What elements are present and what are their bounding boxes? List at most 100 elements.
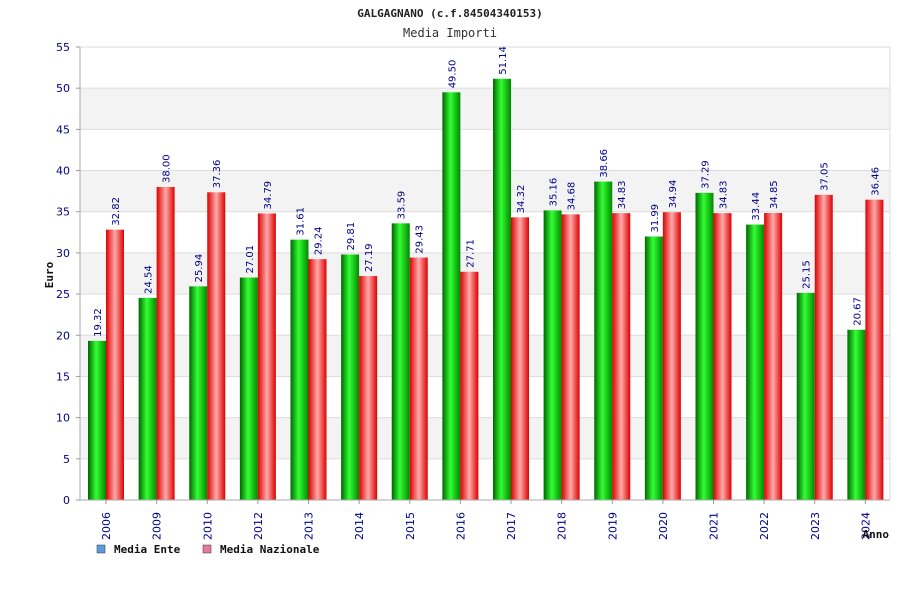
y-tick-label: 15: [56, 370, 70, 383]
bar-value-label: 34.79: [263, 181, 274, 210]
bar-value-label: 37.05: [820, 162, 831, 191]
bar-media-nazionale: [865, 199, 884, 500]
bar-value-label: 34.83: [617, 180, 628, 209]
legend-swatch-media-ente: [96, 544, 106, 554]
bar-value-label: 29.81: [346, 222, 357, 251]
bar-value-label: 34.83: [719, 180, 730, 209]
y-tick-label: 30: [56, 247, 70, 260]
bar-media-nazionale: [207, 192, 226, 500]
bar-media-nazionale: [308, 259, 327, 500]
bar-value-label: 38.00: [162, 154, 173, 183]
bar-value-label: 35.16: [549, 178, 560, 207]
bar-media-ente: [391, 223, 410, 500]
x-tick-label: 2015: [404, 512, 417, 540]
bar-value-label: 29.24: [314, 227, 325, 256]
value-labels: 19.32 32.82 24.54 38.00 25.94 37.36 27.01 34.79…: [93, 46, 881, 337]
bar-media-nazionale: [764, 212, 783, 501]
bar-media-ente: [239, 277, 258, 500]
bar-value-label: 34.85: [769, 180, 780, 209]
bar-value-label: 31.99: [650, 204, 661, 233]
bar-value-label: 49.50: [447, 60, 458, 89]
x-tick-label: 2009: [151, 512, 164, 540]
x-axis-label: Anno: [863, 528, 890, 541]
bar-value-label: 25.15: [802, 260, 813, 289]
bar-value-label: 32.82: [111, 197, 122, 226]
bar-media-nazionale: [814, 194, 833, 501]
y-tick-label: 35: [56, 206, 70, 219]
bar-media-nazionale: [460, 271, 479, 500]
x-tick-label: 2010: [201, 512, 214, 540]
bar-value-label: 33.59: [397, 191, 408, 220]
bar-value-label: 51.14: [498, 46, 509, 75]
bar-value-label: 20.67: [852, 297, 863, 326]
bar-value-label: 19.32: [93, 308, 104, 337]
y-tick-label: 0: [63, 494, 70, 507]
y-tick-labels: 0 5 10 15 20 25 30 35 40 45 50 55: [56, 41, 70, 507]
bar-media-ente: [341, 254, 360, 500]
bar-value-label: 24.54: [144, 265, 155, 294]
x-tick-label: 2024: [859, 512, 872, 540]
legend-swatch-media-nazionale: [202, 544, 212, 554]
bar-media-nazionale: [106, 229, 124, 500]
legend: Media Ente Media Nazionale: [96, 543, 320, 556]
bar-value-label: 27.19: [364, 243, 375, 272]
x-tick-label: 2016: [454, 512, 467, 540]
y-tick-label: 45: [56, 123, 70, 136]
grid-band: [80, 88, 890, 130]
bar-media-ente: [290, 239, 309, 500]
bar-media-nazionale: [156, 187, 175, 500]
axes: [76, 46, 891, 504]
x-tick-label: 2017: [505, 512, 518, 540]
x-tick-label: 2013: [303, 512, 316, 540]
bar-value-label: 37.36: [212, 160, 223, 189]
bar-media-ente: [594, 181, 613, 500]
x-tick-label: 2023: [809, 512, 822, 540]
bar-media-ente: [493, 78, 511, 501]
y-tick-label: 10: [56, 412, 70, 425]
bar-value-label: 31.61: [296, 207, 307, 236]
bar-media-nazionale: [561, 214, 580, 500]
bars: [88, 78, 884, 501]
chart-title: GALGAGNANO (c.f.84504340153): [357, 7, 542, 20]
y-tick-label: 25: [56, 288, 70, 301]
x-tick-label: 2021: [708, 512, 721, 540]
bar-media-ente: [189, 286, 208, 500]
legend-label-media-ente: Media Ente: [114, 543, 181, 556]
x-tick-label: 2006: [100, 512, 113, 540]
bar-media-nazionale: [612, 213, 631, 501]
bar-media-ente: [695, 192, 714, 500]
bar-value-label: 27.71: [465, 239, 476, 268]
bar-media-nazionale: [359, 276, 378, 500]
bar-media-nazionale: [713, 213, 732, 501]
bar-value-label: 27.01: [245, 245, 256, 274]
bar-value-label: 36.46: [870, 167, 881, 196]
y-axis-label: Euro: [43, 261, 56, 288]
x-tick-label: 2012: [252, 512, 265, 540]
bar-media-nazionale: [257, 213, 276, 500]
bar-media-ente: [847, 329, 866, 500]
bar-value-label: 25.94: [194, 254, 205, 283]
bar-media-nazionale: [511, 217, 529, 500]
x-tick-label: 2019: [606, 512, 619, 540]
bar-media-ente: [796, 292, 815, 500]
x-tick-label: 2014: [353, 512, 366, 540]
bar-media-nazionale: [662, 212, 681, 501]
bar-media-ente: [138, 297, 157, 500]
bar-value-label: 37.29: [701, 160, 712, 189]
bar-media-ente: [543, 210, 562, 500]
y-tick-label: 40: [56, 165, 70, 178]
bar-value-label: 38.66: [599, 149, 610, 178]
bar-value-label: 33.44: [751, 192, 762, 221]
y-tick-label: 55: [56, 41, 70, 54]
y-tick-label: 50: [56, 82, 70, 95]
bar-media-ente: [746, 224, 765, 501]
bar-value-label: 34.94: [668, 180, 679, 209]
bar-value-label: 34.68: [567, 182, 578, 211]
x-tick-labels: 2006 2009 2010 2012 2013 2014 2015 2016 2017 2018…: [100, 512, 872, 540]
bar-value-label: 34.32: [516, 185, 527, 214]
y-tick-label: 5: [63, 453, 70, 466]
bar-media-ente: [644, 236, 663, 500]
x-tick-label: 2020: [657, 512, 670, 540]
y-tick-label: 20: [56, 329, 70, 342]
